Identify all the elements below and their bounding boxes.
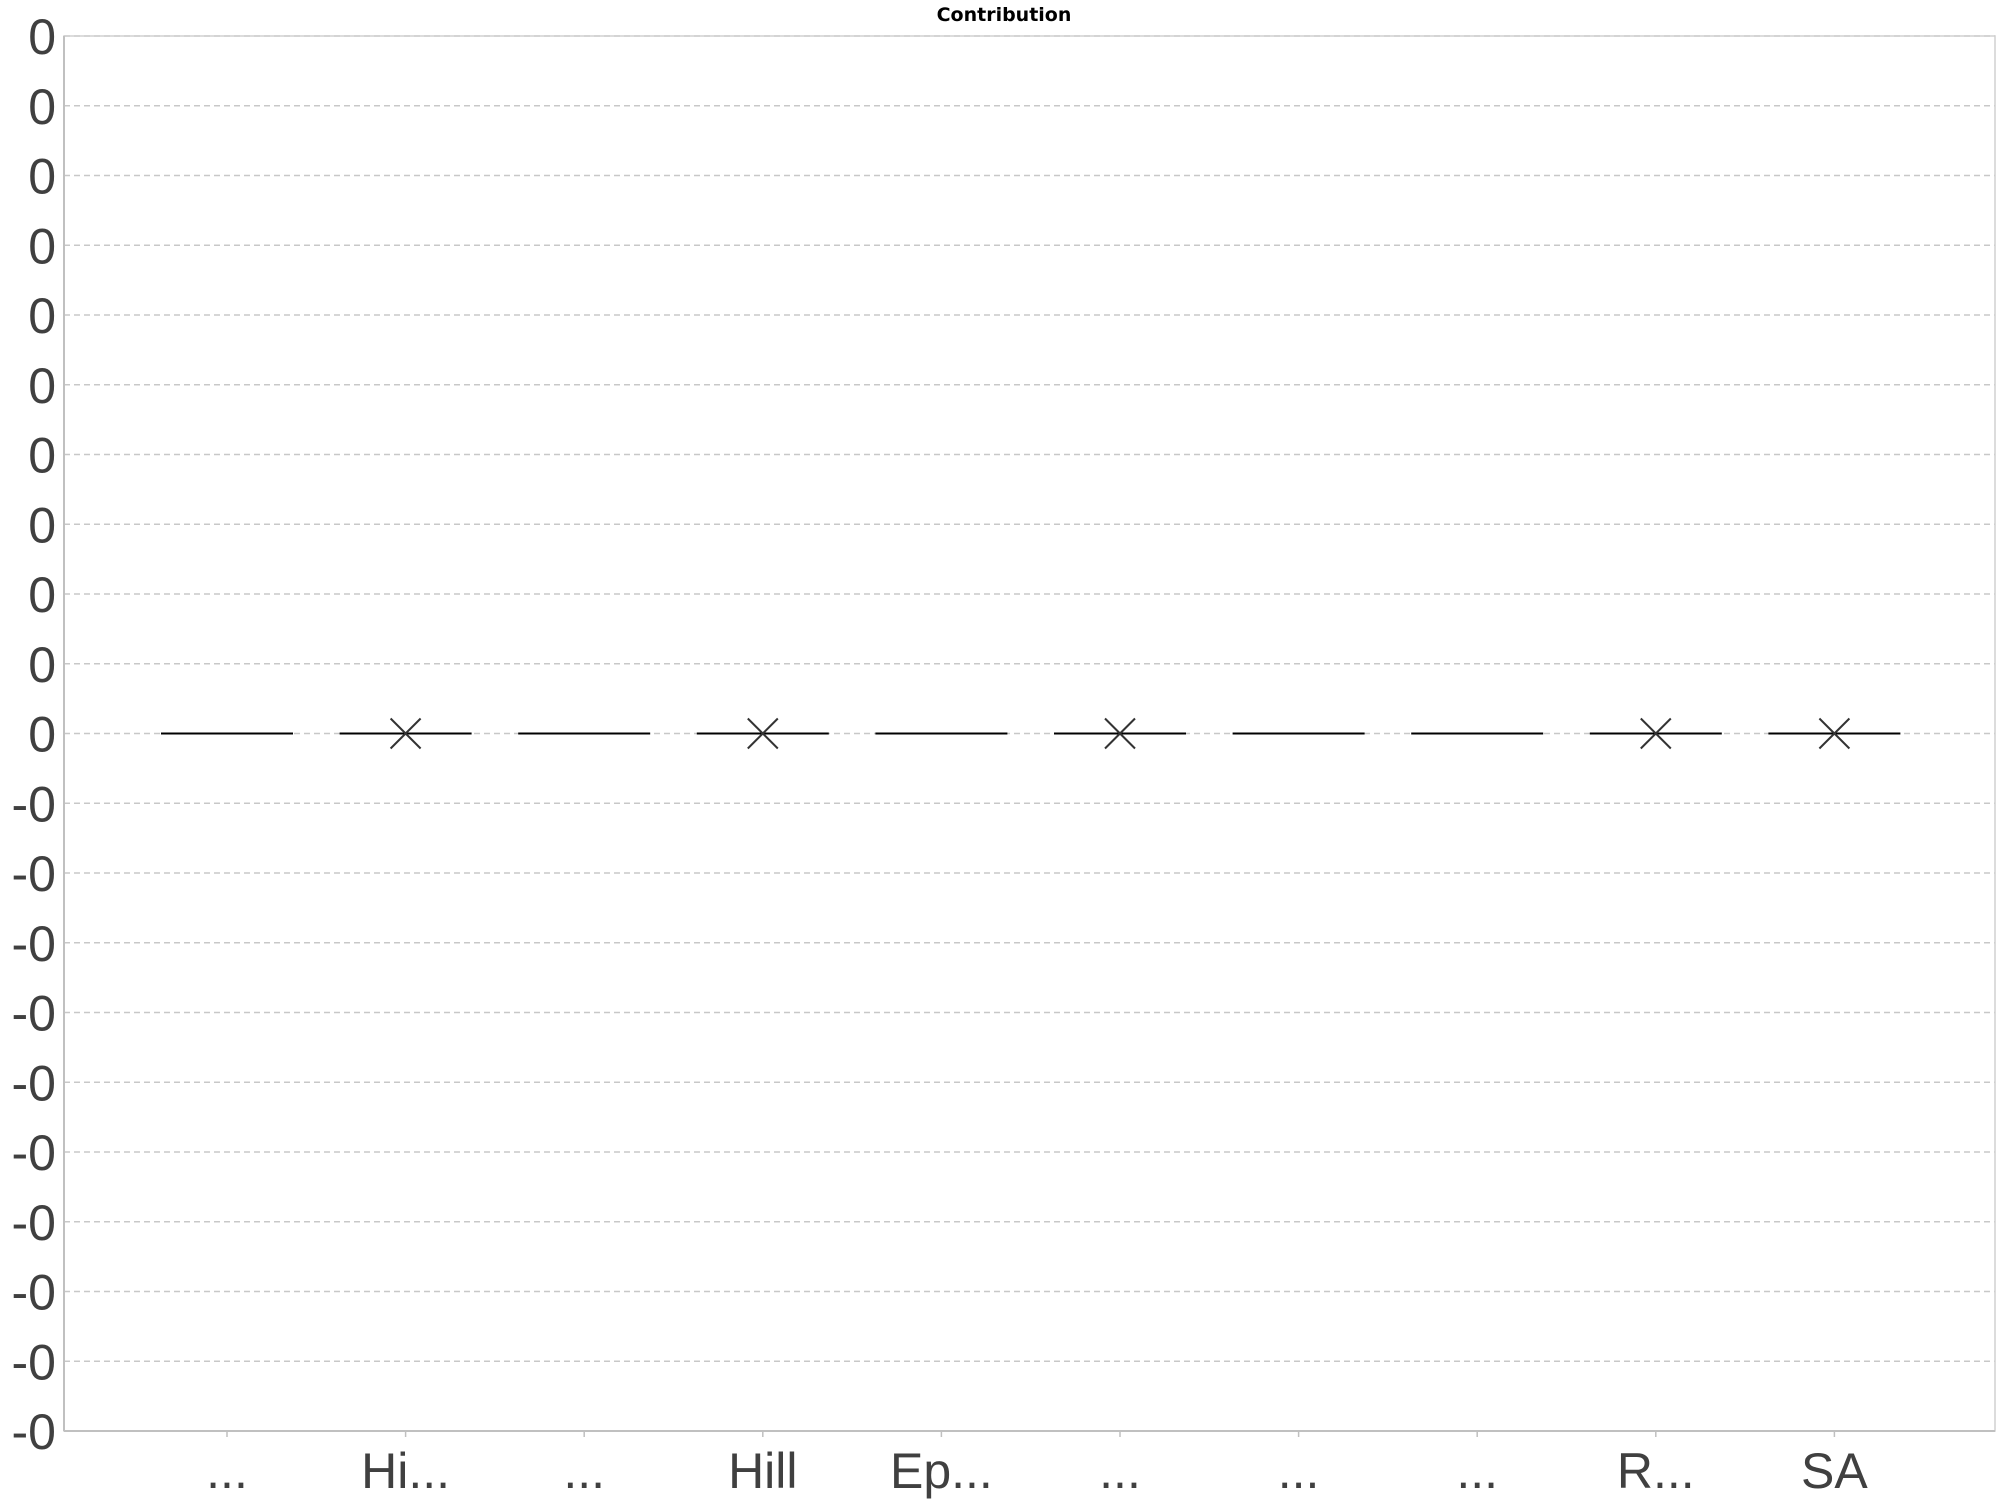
x-axis-ticks: ... Hi...... Hill Ep............ R... SA	[206, 1431, 1868, 1499]
y-tick-label: -0	[12, 776, 56, 832]
y-tick-label: 0	[28, 707, 56, 763]
x-tick-label: R...	[1617, 1443, 1695, 1499]
y-tick-label: 0	[28, 149, 56, 205]
x-tick-label: ...	[1099, 1443, 1141, 1499]
y-tick-label: 0	[28, 9, 56, 65]
x-tick-label: ...	[563, 1443, 605, 1499]
box-marks	[161, 717, 1901, 750]
y-tick-label: 0	[28, 567, 56, 623]
axes	[63, 35, 1996, 1432]
mean-marker	[1104, 717, 1136, 750]
y-tick-label: 0	[28, 358, 56, 414]
x-tick-label: ...	[1278, 1443, 1320, 1499]
y-tick-label: -0	[12, 1195, 56, 1251]
y-tick-label: -0	[12, 1334, 56, 1390]
y-tick-label: 0	[28, 218, 56, 274]
x-tick-label: Hill	[728, 1443, 797, 1499]
x-tick-label: SA	[1801, 1443, 1868, 1499]
y-tick-label: -0	[12, 1125, 56, 1181]
x-tick-label: Ep...	[890, 1443, 993, 1499]
y-tick-label: 0	[28, 637, 56, 693]
y-tick-label: -0	[12, 846, 56, 902]
y-tick-label: 0	[28, 288, 56, 344]
mean-marker	[389, 717, 422, 750]
mean-marker	[747, 717, 779, 750]
y-axis-ticks: 0 0 0 0 0 0 0 0 0 0 0 -0 -0 -0 -0 -0 -0 -0 -0 -0 -0	[12, 9, 56, 1460]
mean-marker	[1818, 717, 1851, 750]
x-tick-label: Hi...	[361, 1443, 450, 1499]
y-tick-label: 0	[28, 79, 56, 135]
y-tick-label: -0	[12, 916, 56, 972]
chart-title: Contribution	[937, 4, 1072, 26]
y-tick-label: 0	[28, 497, 56, 553]
y-tick-label: -0	[12, 1404, 56, 1460]
x-tick-label: ...	[1456, 1443, 1498, 1499]
y-tick-label: -0	[12, 1055, 56, 1111]
x-tick-label: ...	[206, 1443, 248, 1499]
mean-marker	[1640, 717, 1672, 750]
y-tick-label: -0	[12, 1265, 56, 1321]
y-tick-label: 0	[28, 428, 56, 484]
y-tick-label: -0	[12, 986, 56, 1042]
